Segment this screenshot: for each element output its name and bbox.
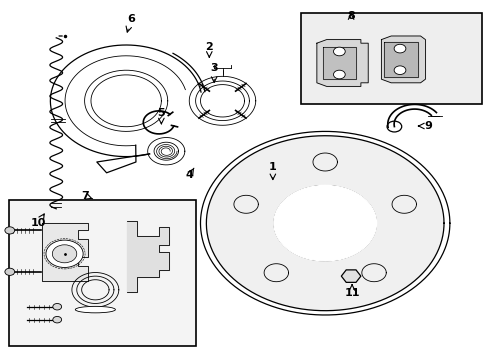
Circle shape bbox=[333, 70, 345, 79]
Text: 11: 11 bbox=[344, 288, 359, 298]
Ellipse shape bbox=[75, 306, 115, 313]
Text: 10: 10 bbox=[30, 218, 46, 228]
Circle shape bbox=[5, 268, 15, 275]
Circle shape bbox=[333, 47, 345, 56]
Polygon shape bbox=[381, 36, 425, 83]
Circle shape bbox=[273, 185, 376, 261]
Text: 5: 5 bbox=[157, 108, 165, 118]
Polygon shape bbox=[41, 223, 88, 281]
Bar bbox=[9, 200, 195, 346]
Circle shape bbox=[5, 227, 15, 234]
Circle shape bbox=[393, 44, 405, 53]
Text: 1: 1 bbox=[268, 162, 276, 172]
Circle shape bbox=[53, 316, 61, 323]
Text: 9: 9 bbox=[423, 121, 431, 131]
Polygon shape bbox=[322, 47, 355, 79]
Text: 6: 6 bbox=[127, 14, 135, 24]
Text: 8: 8 bbox=[346, 11, 354, 21]
Text: 7: 7 bbox=[81, 191, 89, 201]
Circle shape bbox=[206, 136, 443, 311]
Circle shape bbox=[393, 66, 405, 75]
Bar bbox=[300, 13, 481, 104]
Polygon shape bbox=[383, 42, 417, 77]
Text: 4: 4 bbox=[185, 170, 193, 180]
Text: 2: 2 bbox=[205, 42, 213, 52]
Circle shape bbox=[46, 240, 83, 267]
Polygon shape bbox=[316, 40, 367, 86]
Polygon shape bbox=[341, 270, 360, 282]
Polygon shape bbox=[127, 221, 168, 292]
Circle shape bbox=[52, 245, 77, 263]
Text: 3: 3 bbox=[210, 63, 218, 73]
Circle shape bbox=[53, 303, 61, 310]
